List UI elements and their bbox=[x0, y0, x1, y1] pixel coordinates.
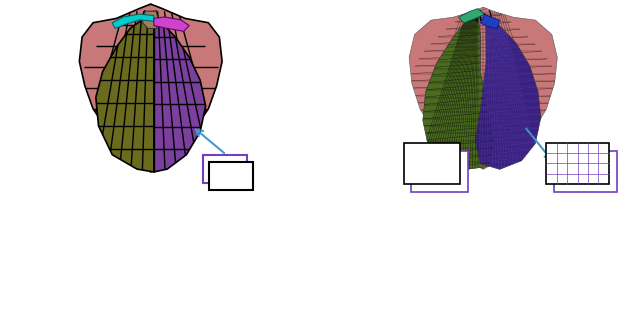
Polygon shape bbox=[458, 9, 484, 23]
Polygon shape bbox=[154, 17, 189, 31]
Bar bbox=[209, 162, 253, 190]
Polygon shape bbox=[96, 11, 154, 172]
Bar bbox=[412, 151, 468, 192]
Polygon shape bbox=[423, 12, 494, 169]
Polygon shape bbox=[143, 11, 159, 28]
Polygon shape bbox=[409, 7, 557, 169]
Bar bbox=[404, 143, 460, 184]
Bar bbox=[554, 151, 616, 192]
Bar bbox=[547, 143, 609, 184]
Polygon shape bbox=[112, 14, 154, 28]
Polygon shape bbox=[475, 17, 541, 169]
Bar bbox=[203, 155, 246, 183]
Polygon shape bbox=[79, 4, 222, 172]
Polygon shape bbox=[481, 14, 500, 29]
Text: (a): (a) bbox=[141, 9, 161, 23]
Polygon shape bbox=[154, 14, 205, 172]
Text: (b): (b) bbox=[474, 9, 493, 23]
